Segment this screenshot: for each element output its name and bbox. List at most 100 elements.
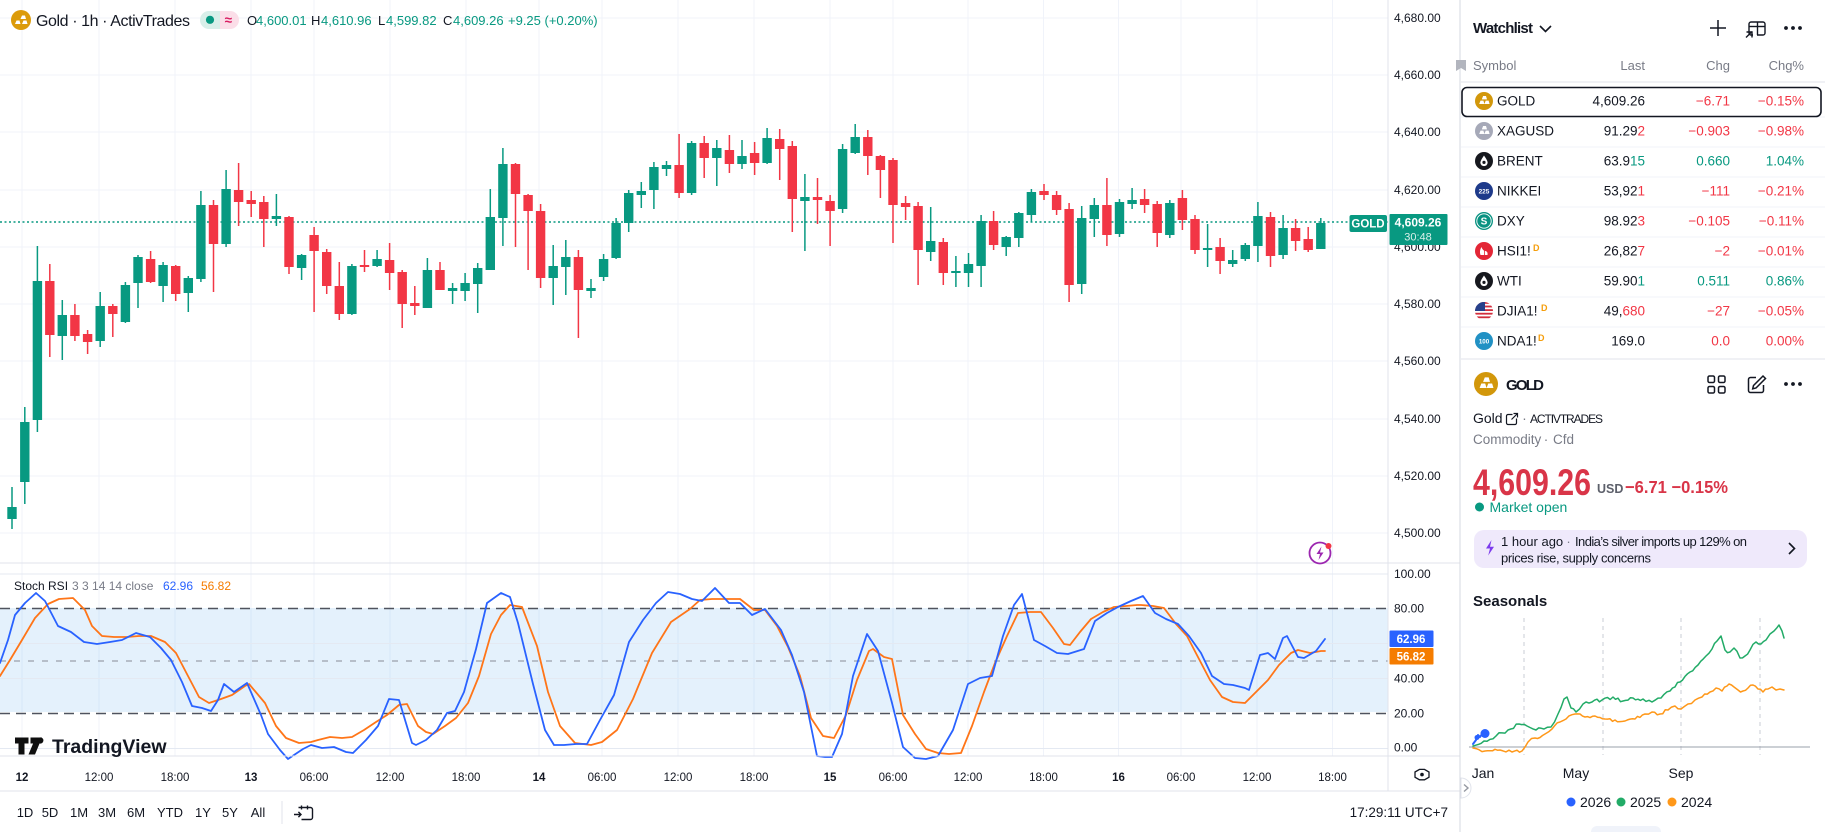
svg-text:18:00: 18:00 [452, 772, 481, 784]
svg-text:Chg: Chg [1706, 58, 1730, 73]
svg-text:3M: 3M [98, 805, 116, 820]
svg-text:53,921: 53,921 [1604, 184, 1645, 199]
svg-text:49,680: 49,680 [1604, 304, 1645, 319]
svg-text:3 3 14 14 close: 3 3 14 14 close [72, 579, 154, 593]
svg-text:18:00: 18:00 [1318, 772, 1347, 784]
svg-text:BRENT: BRENT [1497, 154, 1543, 169]
svg-text:4,660.00: 4,660.00 [1394, 68, 1441, 82]
svg-text:06:00: 06:00 [588, 772, 617, 784]
svg-text:4,609.26: 4,609.26 [453, 13, 504, 28]
svg-text:L: L [378, 13, 385, 28]
svg-text:DJIA1!: DJIA1! [1497, 304, 1538, 319]
svg-text:12:00: 12:00 [664, 772, 693, 784]
svg-text:4,609.26: 4,609.26 [1395, 216, 1442, 230]
svg-text:India’s silver imports up 129%: India’s silver imports up 129% on [1575, 534, 1747, 549]
svg-text:4,599.82: 4,599.82 [386, 13, 437, 28]
svg-text:225: 225 [1479, 189, 1490, 196]
svg-text:XAGUSD: XAGUSD [1497, 124, 1554, 139]
svg-text:HSI1!: HSI1! [1497, 244, 1531, 259]
svg-text:Gold · 1h · ActivTrades: Gold · 1h · ActivTrades [36, 13, 190, 30]
svg-text:WTI: WTI [1497, 274, 1522, 289]
svg-text:Cfd: Cfd [1553, 432, 1574, 447]
svg-text:4,610.96: 4,610.96 [321, 13, 372, 28]
svg-text:18:00: 18:00 [740, 772, 769, 784]
svg-text:98.923: 98.923 [1604, 214, 1645, 229]
svg-text:GOLD: GOLD [1497, 94, 1536, 109]
svg-text:Jan: Jan [1472, 765, 1495, 781]
svg-text:−2: −2 [1715, 244, 1730, 259]
svg-text:4,520.00: 4,520.00 [1394, 469, 1441, 483]
svg-text:prices rise, supply concerns: prices rise, supply concerns [1501, 551, 1652, 566]
svg-text:O: O [247, 13, 257, 28]
svg-text:−6.71: −6.71 [1696, 94, 1730, 109]
svg-text:4,609.26: 4,609.26 [1473, 462, 1591, 503]
svg-text:40.00: 40.00 [1394, 672, 1424, 686]
svg-text:Market open: Market open [1490, 499, 1568, 515]
svg-text:06:00: 06:00 [300, 772, 329, 784]
svg-text:2026: 2026 [1580, 794, 1611, 810]
svg-text:·: · [1566, 534, 1570, 549]
svg-text:Seasonals: Seasonals [1473, 593, 1547, 610]
svg-text:−6.71 −0.15%: −6.71 −0.15% [1625, 477, 1728, 497]
svg-text:0.0: 0.0 [1711, 334, 1730, 349]
svg-text:100: 100 [1479, 339, 1490, 346]
svg-text:·: · [1522, 410, 1527, 426]
svg-text:17:29:11 UTC+7: 17:29:11 UTC+7 [1350, 805, 1448, 820]
svg-text:12:00: 12:00 [376, 772, 405, 784]
svg-text:D: D [1538, 333, 1545, 343]
svg-text:ACTIVTRADES: ACTIVTRADES [1530, 412, 1603, 426]
svg-text:2024: 2024 [1681, 794, 1712, 810]
svg-text:+9.25 (+0.20%): +9.25 (+0.20%) [508, 13, 598, 28]
svg-text:30:48: 30:48 [1404, 232, 1432, 244]
svg-text:Last: Last [1620, 58, 1645, 73]
svg-text:All: All [251, 805, 266, 820]
svg-text:56.82: 56.82 [1397, 652, 1426, 664]
svg-text:4,640.00: 4,640.00 [1394, 125, 1441, 139]
svg-text:100.00: 100.00 [1394, 567, 1431, 581]
svg-text:0.86%: 0.86% [1766, 274, 1804, 289]
svg-text:6M: 6M [127, 805, 145, 820]
svg-text:Commodity: Commodity [1473, 432, 1542, 447]
svg-text:63.915: 63.915 [1604, 154, 1645, 169]
svg-text:12:00: 12:00 [1243, 772, 1272, 784]
svg-text:56.82: 56.82 [201, 579, 231, 593]
svg-text:12: 12 [16, 772, 29, 784]
svg-text:80.00: 80.00 [1394, 602, 1424, 616]
svg-text:S: S [1481, 217, 1488, 228]
svg-text:20.00: 20.00 [1394, 707, 1424, 721]
svg-text:≈: ≈ [225, 13, 233, 28]
svg-text:4,600.01: 4,600.01 [256, 13, 307, 28]
svg-text:1.04%: 1.04% [1766, 154, 1804, 169]
svg-text:USD: USD [1597, 482, 1623, 496]
svg-text:4,680.00: 4,680.00 [1394, 11, 1441, 25]
svg-text:1D: 1D [17, 805, 34, 820]
svg-text:13: 13 [245, 772, 258, 784]
svg-text:14: 14 [533, 772, 546, 784]
svg-text:12:00: 12:00 [954, 772, 983, 784]
svg-text:5D: 5D [42, 805, 59, 820]
svg-text:May: May [1563, 765, 1589, 781]
svg-text:4,500.00: 4,500.00 [1394, 526, 1441, 540]
svg-text:−0.903: −0.903 [1688, 124, 1730, 139]
svg-text:4,620.00: 4,620.00 [1394, 183, 1441, 197]
svg-text:169.0: 169.0 [1611, 334, 1645, 349]
svg-text:Watchlist: Watchlist [1473, 20, 1533, 37]
svg-text:NIKKEI: NIKKEI [1497, 184, 1541, 199]
svg-text:Gold: Gold [1473, 410, 1503, 426]
svg-text:0.511: 0.511 [1697, 274, 1730, 289]
svg-text:18:00: 18:00 [161, 772, 190, 784]
svg-text:06:00: 06:00 [879, 772, 908, 784]
svg-text:GOLD: GOLD [1351, 219, 1384, 231]
svg-text:−111: −111 [1702, 184, 1730, 199]
svg-text:16: 16 [1112, 772, 1125, 784]
svg-text:Chg%: Chg% [1769, 58, 1805, 73]
svg-text:Stoch RSI: Stoch RSI [14, 579, 68, 593]
svg-text:62.96: 62.96 [163, 579, 193, 593]
svg-text:·: · [1544, 432, 1549, 447]
svg-text:YTD: YTD [157, 805, 183, 820]
svg-text:DXY: DXY [1497, 214, 1525, 229]
svg-text:−0.105: −0.105 [1688, 214, 1730, 229]
svg-text:TradingView: TradingView [52, 736, 167, 758]
svg-text:NDA1!: NDA1! [1497, 334, 1537, 349]
svg-text:91.292: 91.292 [1604, 124, 1645, 139]
